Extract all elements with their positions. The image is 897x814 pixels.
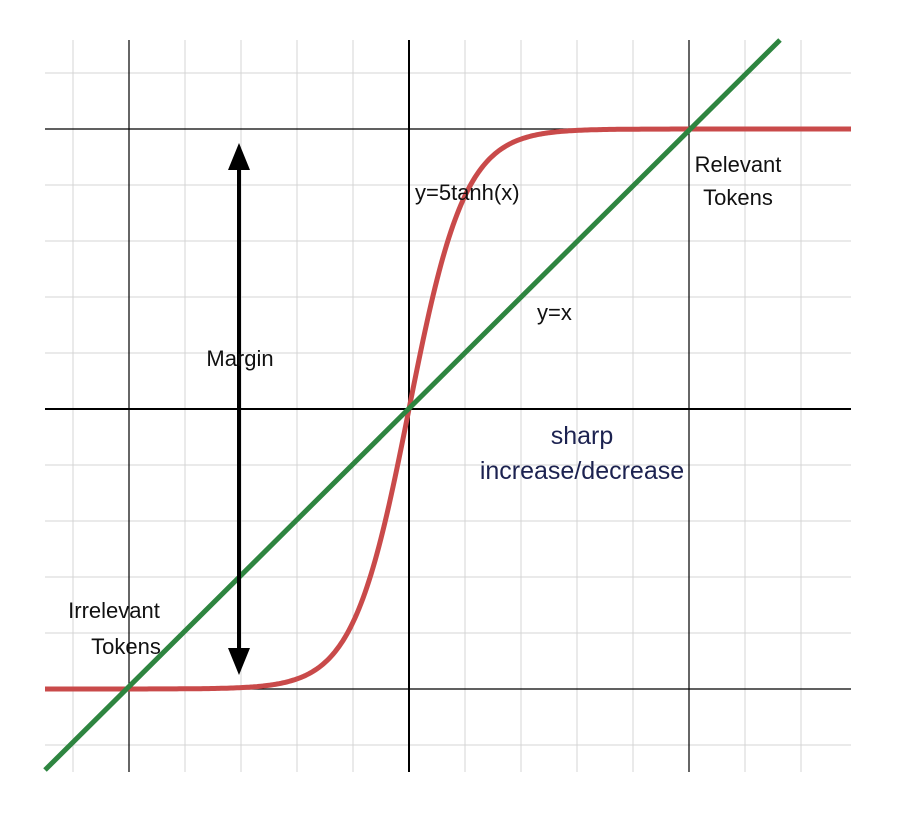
tanh-curve (45, 126, 851, 692)
identity-line (43, 38, 782, 772)
margin-label: Margin (206, 346, 273, 371)
irrelevant-label: Tokens (91, 634, 161, 659)
line-label: y=x (537, 300, 572, 325)
grid (45, 40, 851, 772)
sharp-label: increase/decrease (480, 457, 684, 485)
arrow-head-down (228, 648, 250, 675)
arrow-head-up (228, 143, 250, 170)
relevant-label: Tokens (703, 185, 773, 210)
relevant-label: Relevant (695, 152, 782, 177)
irrelevant-label: Irrelevant (68, 598, 160, 623)
curve-label: y=5tanh(x) (415, 180, 520, 205)
axes (45, 40, 851, 772)
sharp-label: sharp (551, 422, 614, 450)
margin-arrow (228, 143, 250, 675)
